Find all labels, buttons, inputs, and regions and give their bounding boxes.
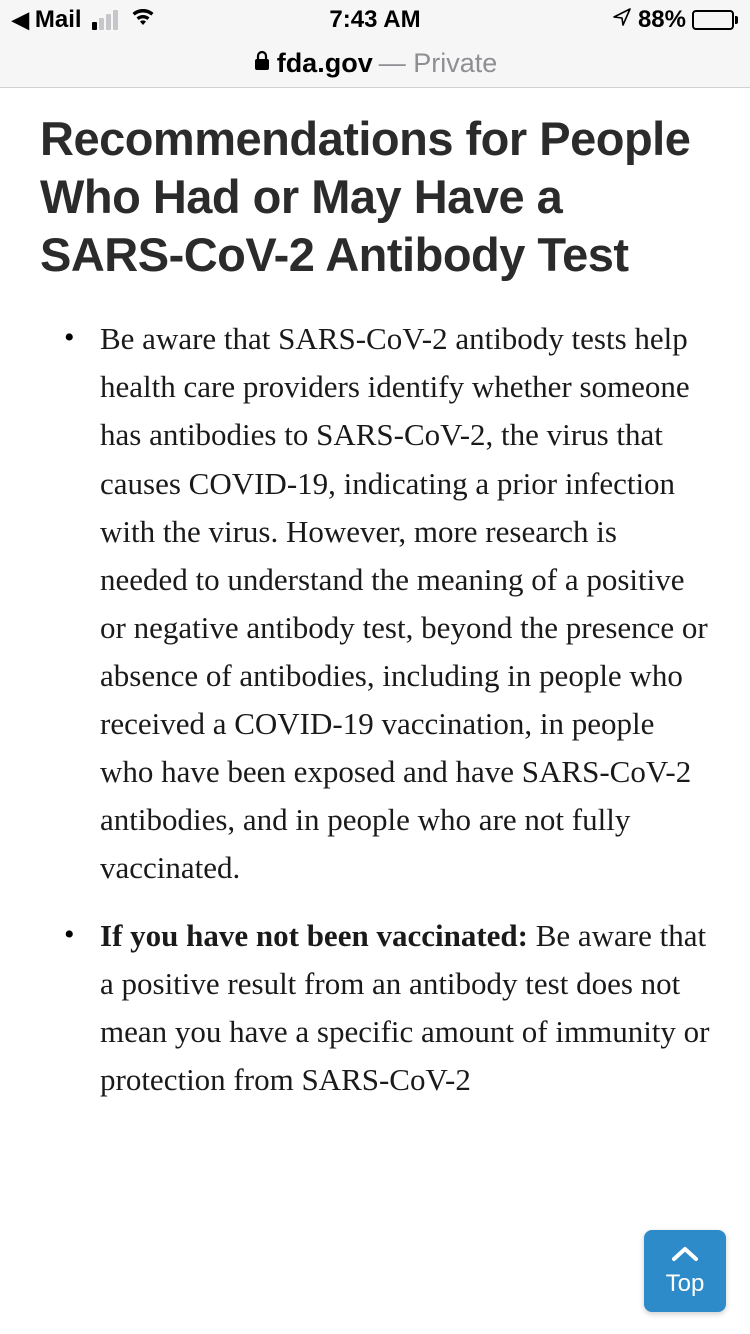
list-item: If you have not been vaccinated: Be awar… <box>100 912 710 1104</box>
browser-url-bar[interactable]: fda.gov — Private <box>0 40 750 88</box>
cellular-signal-icon <box>92 10 118 30</box>
list-item: Be aware that SARS-CoV-2 antibody tests … <box>100 315 710 892</box>
recommendations-list: Be aware that SARS-CoV-2 antibody tests … <box>40 315 710 1104</box>
battery-icon <box>692 10 738 30</box>
page-title: Recommendations for People Who Had or Ma… <box>40 110 710 283</box>
scroll-to-top-button[interactable]: Top <box>644 1230 726 1312</box>
status-time: 7:43 AM <box>329 6 420 34</box>
list-item-lead: If you have not been vaccinated: <box>100 918 528 953</box>
status-right: 88% <box>612 6 738 34</box>
status-left: ◀ Mail <box>12 6 156 34</box>
article-content: Recommendations for People Who Had or Ma… <box>0 88 750 1104</box>
url-private-label: — Private <box>379 48 498 79</box>
top-button-label: Top <box>666 1270 705 1298</box>
chevron-up-icon <box>670 1245 700 1268</box>
location-icon <box>612 7 632 33</box>
wifi-icon <box>130 6 156 34</box>
status-bar: ◀ Mail 7:43 AM 88% <box>0 0 750 40</box>
battery-percent: 88% <box>638 6 686 34</box>
url-domain: fda.gov <box>277 48 373 79</box>
lock-icon <box>253 50 271 78</box>
back-caret-icon[interactable]: ◀ <box>12 7 29 33</box>
back-app-label[interactable]: Mail <box>35 6 82 34</box>
